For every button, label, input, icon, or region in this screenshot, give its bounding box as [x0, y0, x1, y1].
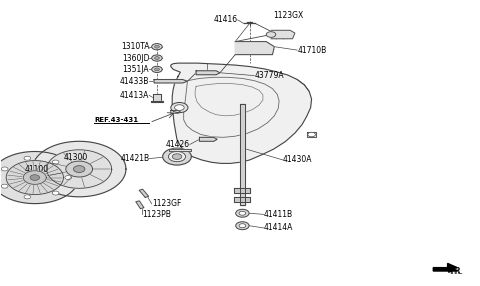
Circle shape — [155, 57, 159, 59]
Circle shape — [239, 224, 246, 228]
Polygon shape — [234, 197, 251, 202]
Circle shape — [52, 160, 59, 164]
Polygon shape — [47, 150, 112, 188]
Text: 1360JD: 1360JD — [122, 53, 149, 63]
Circle shape — [24, 195, 31, 199]
Circle shape — [155, 45, 159, 48]
Text: REF.43-431: REF.43-431 — [95, 117, 139, 123]
Text: 41710B: 41710B — [297, 45, 326, 55]
Circle shape — [152, 55, 162, 61]
Polygon shape — [6, 160, 63, 194]
Polygon shape — [153, 94, 161, 101]
Text: 1123GX: 1123GX — [274, 11, 304, 20]
Circle shape — [52, 191, 59, 195]
Circle shape — [163, 148, 192, 165]
Circle shape — [152, 43, 162, 50]
Polygon shape — [171, 110, 180, 113]
Circle shape — [168, 152, 186, 162]
Polygon shape — [136, 201, 144, 208]
Polygon shape — [0, 152, 79, 204]
Text: FR.: FR. — [449, 267, 462, 275]
Polygon shape — [240, 104, 245, 205]
Text: 1123GF: 1123GF — [152, 199, 181, 208]
Polygon shape — [307, 132, 316, 137]
Text: 41426: 41426 — [166, 140, 190, 149]
Circle shape — [236, 222, 249, 230]
Text: 41416: 41416 — [214, 15, 238, 24]
Circle shape — [65, 176, 72, 180]
Polygon shape — [154, 80, 188, 83]
Polygon shape — [433, 263, 457, 271]
Polygon shape — [234, 188, 251, 193]
Text: 1351JA: 1351JA — [123, 65, 149, 74]
Text: 41421B: 41421B — [120, 154, 149, 163]
Circle shape — [73, 166, 85, 172]
Circle shape — [30, 175, 39, 180]
Polygon shape — [169, 149, 192, 151]
Polygon shape — [151, 101, 163, 102]
Circle shape — [155, 68, 159, 71]
Text: 1123PB: 1123PB — [142, 210, 171, 219]
Polygon shape — [33, 141, 126, 197]
Text: 41100: 41100 — [24, 164, 48, 174]
Circle shape — [266, 32, 276, 37]
Text: 41433B: 41433B — [120, 77, 149, 86]
Polygon shape — [66, 161, 93, 177]
Text: 41411B: 41411B — [264, 210, 293, 219]
Text: FR.: FR. — [450, 267, 463, 275]
Polygon shape — [199, 137, 217, 141]
Polygon shape — [139, 189, 149, 197]
Polygon shape — [24, 171, 46, 184]
Polygon shape — [271, 30, 295, 39]
Circle shape — [239, 211, 246, 215]
Text: 41430A: 41430A — [283, 156, 312, 164]
Text: 41300: 41300 — [63, 153, 87, 162]
Text: 41414A: 41414A — [264, 223, 293, 233]
Circle shape — [24, 156, 31, 160]
Text: 43779A: 43779A — [254, 71, 284, 80]
Polygon shape — [171, 63, 312, 163]
Circle shape — [172, 154, 182, 159]
Polygon shape — [196, 71, 220, 75]
Circle shape — [175, 105, 184, 110]
Circle shape — [308, 132, 315, 137]
Circle shape — [236, 209, 249, 217]
Circle shape — [1, 184, 8, 188]
Circle shape — [152, 66, 162, 72]
Polygon shape — [235, 41, 275, 55]
Text: 41413A: 41413A — [120, 91, 149, 100]
Text: 1310TA: 1310TA — [121, 42, 149, 51]
Circle shape — [1, 167, 8, 171]
Circle shape — [171, 102, 188, 113]
